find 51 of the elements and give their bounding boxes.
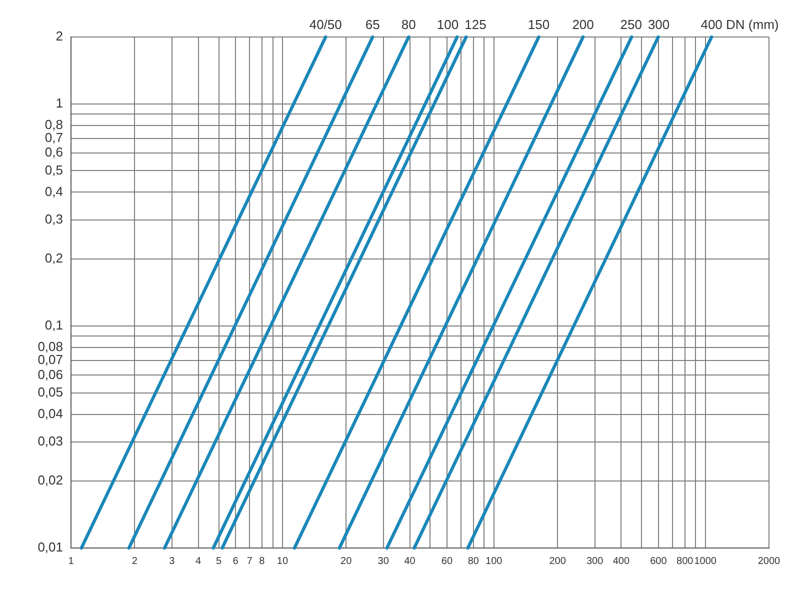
series-label: 150	[528, 17, 550, 32]
y-tick-label: 0,1	[44, 318, 63, 333]
y-tick-label: 0,03	[38, 434, 63, 449]
y-tick-label: 1	[56, 95, 63, 110]
x-tick-label: 6	[232, 556, 239, 567]
series-label: 200	[572, 17, 594, 32]
series-label: 100	[436, 17, 459, 32]
series-label: 400	[700, 17, 722, 32]
series-label: 300	[648, 17, 670, 32]
x-tick-label: 30	[378, 556, 390, 567]
y-tick-label: 0,7	[44, 130, 63, 145]
text: DN (mm)	[726, 17, 779, 32]
x-tick-label: 200	[549, 556, 566, 567]
x-tick-label: 7	[246, 556, 253, 567]
x-tick-label: 300	[586, 556, 604, 567]
x-tick-label: 400	[612, 556, 630, 567]
x-tick-label: 60	[441, 556, 453, 567]
x-tick-label: 20	[340, 556, 352, 567]
y-tick-label: 0,8	[44, 116, 63, 132]
y-tick-label: 0,2	[44, 250, 63, 266]
x-tick-label: 1000	[694, 556, 717, 567]
x-tick-label: 8	[259, 556, 266, 567]
y-tick-label: 0,07	[38, 352, 63, 367]
x-tick-label: 10	[276, 556, 288, 567]
y-tick-label: 0,02	[38, 472, 63, 488]
series-label: 65	[365, 17, 380, 32]
y-tick-label: 0,06	[38, 366, 63, 382]
y-tick-label: 0,01	[38, 540, 63, 555]
y-tick-label: 0,6	[44, 144, 63, 160]
y-tick-label: 0,4	[44, 184, 63, 199]
series-label: 80	[401, 17, 416, 32]
x-tick-label: 2000	[758, 556, 781, 567]
x-tick-label: 4	[196, 556, 202, 567]
y-tick-label: 2	[56, 28, 63, 44]
x-tick-label: 800	[676, 556, 694, 567]
y-tick-label: 0,08	[38, 339, 63, 354]
y-tick-label: 0,04	[38, 406, 63, 421]
x-tick-label: 80	[468, 556, 480, 567]
y-tick-label: 0,5	[44, 162, 63, 178]
series-label: 125	[464, 17, 486, 32]
x-tick-label: 1	[68, 556, 74, 567]
x-tick-label: 5	[216, 556, 222, 567]
y-tick-label: 0,05	[38, 384, 63, 400]
x-tick-label: 2	[132, 556, 138, 567]
x-tick-label: 600	[650, 556, 668, 567]
y-tick-label: 0,3	[44, 212, 63, 227]
x-tick-label: 3	[169, 556, 176, 567]
series-label: 250	[620, 17, 642, 32]
x-tick-label: 40	[404, 556, 416, 567]
x-tick-label: 100	[486, 556, 503, 567]
series-label: 40/50	[309, 17, 342, 32]
